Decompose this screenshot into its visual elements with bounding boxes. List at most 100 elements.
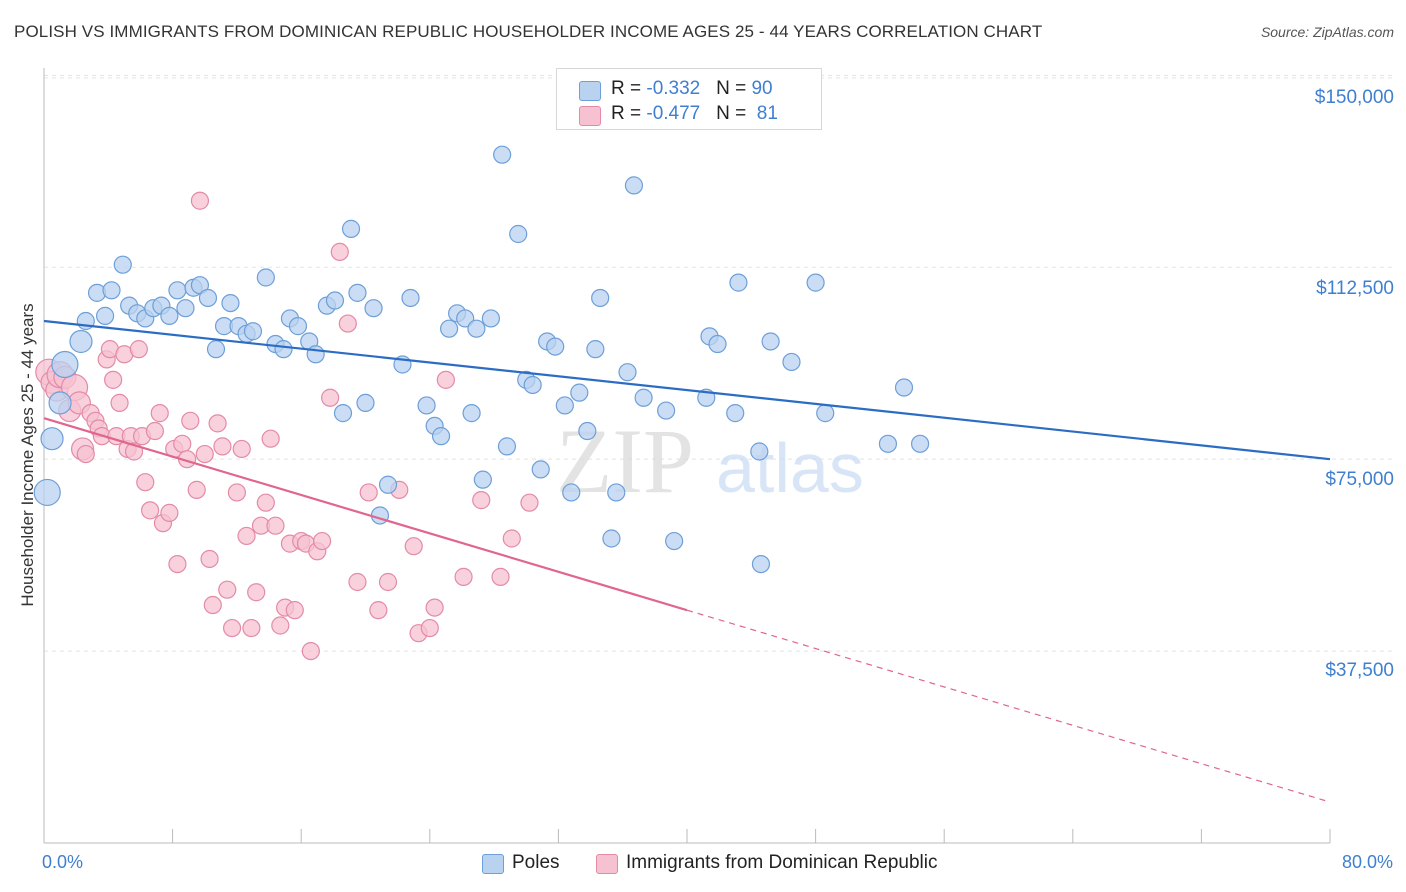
poles-point (102, 281, 121, 300)
dominican-point (420, 618, 439, 638)
dominican-point (110, 393, 129, 412)
poles-point (578, 421, 597, 441)
axes (43, 68, 1331, 844)
poles-point (33, 478, 61, 507)
poles-point (190, 276, 210, 295)
chart-title: POLISH VS IMMIGRANTS FROM DOMINICAN REPU… (14, 22, 1043, 41)
poles-point (417, 396, 436, 415)
poles-point (51, 350, 79, 379)
r-value: -0.332 (646, 78, 701, 99)
dominican-point (261, 429, 280, 448)
poles-point (288, 317, 308, 336)
poles-point (364, 299, 383, 318)
poles-point (816, 404, 835, 423)
poles-point (341, 219, 361, 238)
n-value: 81 (751, 103, 778, 124)
poles-point (467, 319, 486, 338)
dominican-point (321, 388, 340, 407)
dominican-point (348, 572, 367, 592)
n-label: N = (716, 103, 752, 124)
dominican-point (218, 580, 237, 599)
dominican-point (195, 444, 214, 464)
dominican-point (150, 404, 169, 423)
dominican-point (237, 526, 256, 546)
dominican-point (227, 483, 246, 502)
poles-point (481, 309, 500, 328)
poles-trend-line (43, 319, 1331, 461)
dominican-point (242, 618, 261, 638)
dominican-point (454, 567, 473, 586)
poles-point (306, 345, 325, 364)
dominican-point (222, 618, 242, 638)
poles-point (206, 340, 226, 359)
poles-point (69, 329, 93, 354)
dominican-trend-line (43, 417, 688, 612)
poles-point (591, 288, 610, 308)
poles-point (168, 281, 187, 300)
poles-point (176, 299, 195, 318)
poles-point (531, 460, 550, 479)
poles-point (555, 396, 574, 415)
poles-point (473, 470, 492, 489)
legend-swatch-pink (596, 854, 618, 874)
r-label: R = (611, 103, 647, 124)
dominican-point (502, 529, 521, 548)
poles-point (439, 319, 459, 338)
blue-series-points (33, 145, 930, 574)
dominican-point (369, 601, 388, 620)
y-tick-label-150000: $150,000 (1314, 87, 1394, 108)
poles-point (221, 293, 240, 313)
poles-point (894, 378, 914, 397)
x-tick-label-min: 0.0% (42, 852, 84, 872)
dominican-point (136, 473, 155, 492)
dominican-point (247, 583, 266, 602)
dominican-point (436, 370, 455, 389)
poles-point (726, 404, 745, 423)
y-tick-label-37500: $37,500 (1325, 660, 1394, 681)
poles-point (523, 375, 542, 395)
poles-point (607, 483, 626, 502)
poles-point (657, 401, 676, 420)
pink-series-points (35, 191, 539, 661)
poles-point (665, 531, 684, 551)
dominican-point (232, 439, 251, 459)
legend-swatch-pink (579, 106, 601, 126)
dominican-point (359, 483, 378, 502)
dominican-point (181, 411, 200, 430)
dominican-point (472, 491, 491, 510)
dominican-trend-extension (686, 609, 1331, 803)
dominican-point (301, 641, 320, 661)
poles-point (456, 309, 475, 328)
dominican-point (378, 572, 398, 592)
poles-point (356, 393, 375, 412)
poles-point (910, 434, 930, 453)
dominican-point (76, 444, 95, 464)
poles-point (562, 483, 581, 502)
x-tick-label-max: 80.0% (1341, 852, 1393, 872)
poles-point (806, 273, 825, 292)
dominican-point (404, 537, 423, 556)
dominican-point (203, 595, 222, 615)
poles-point (325, 291, 345, 310)
dominican-point (338, 314, 357, 333)
y-tick-label-75000: $75,000 (1325, 469, 1394, 490)
dominican-point (168, 554, 187, 574)
poles-point (113, 255, 132, 274)
poles-point (618, 363, 637, 382)
poles-point (782, 352, 801, 372)
poles-point (48, 391, 72, 415)
poles-point (348, 283, 367, 302)
legend-row-text: R = -0.332 N = 90 (611, 78, 773, 100)
legend-label: Immigrants from Dominican Republic (626, 852, 938, 873)
correlation-legend: R = -0.332 N = 90 R = -0.477 N = 81 (556, 68, 822, 130)
poles-point (586, 340, 605, 359)
poles-point (602, 529, 621, 548)
dominican-point (425, 598, 444, 617)
series-legend: Poles Immigrants from Dominican Republic (0, 852, 1406, 878)
poles-point (243, 322, 263, 341)
poles-point (634, 388, 653, 407)
poles-point (256, 268, 275, 287)
poles-point (708, 334, 727, 354)
poles-point (509, 224, 528, 244)
